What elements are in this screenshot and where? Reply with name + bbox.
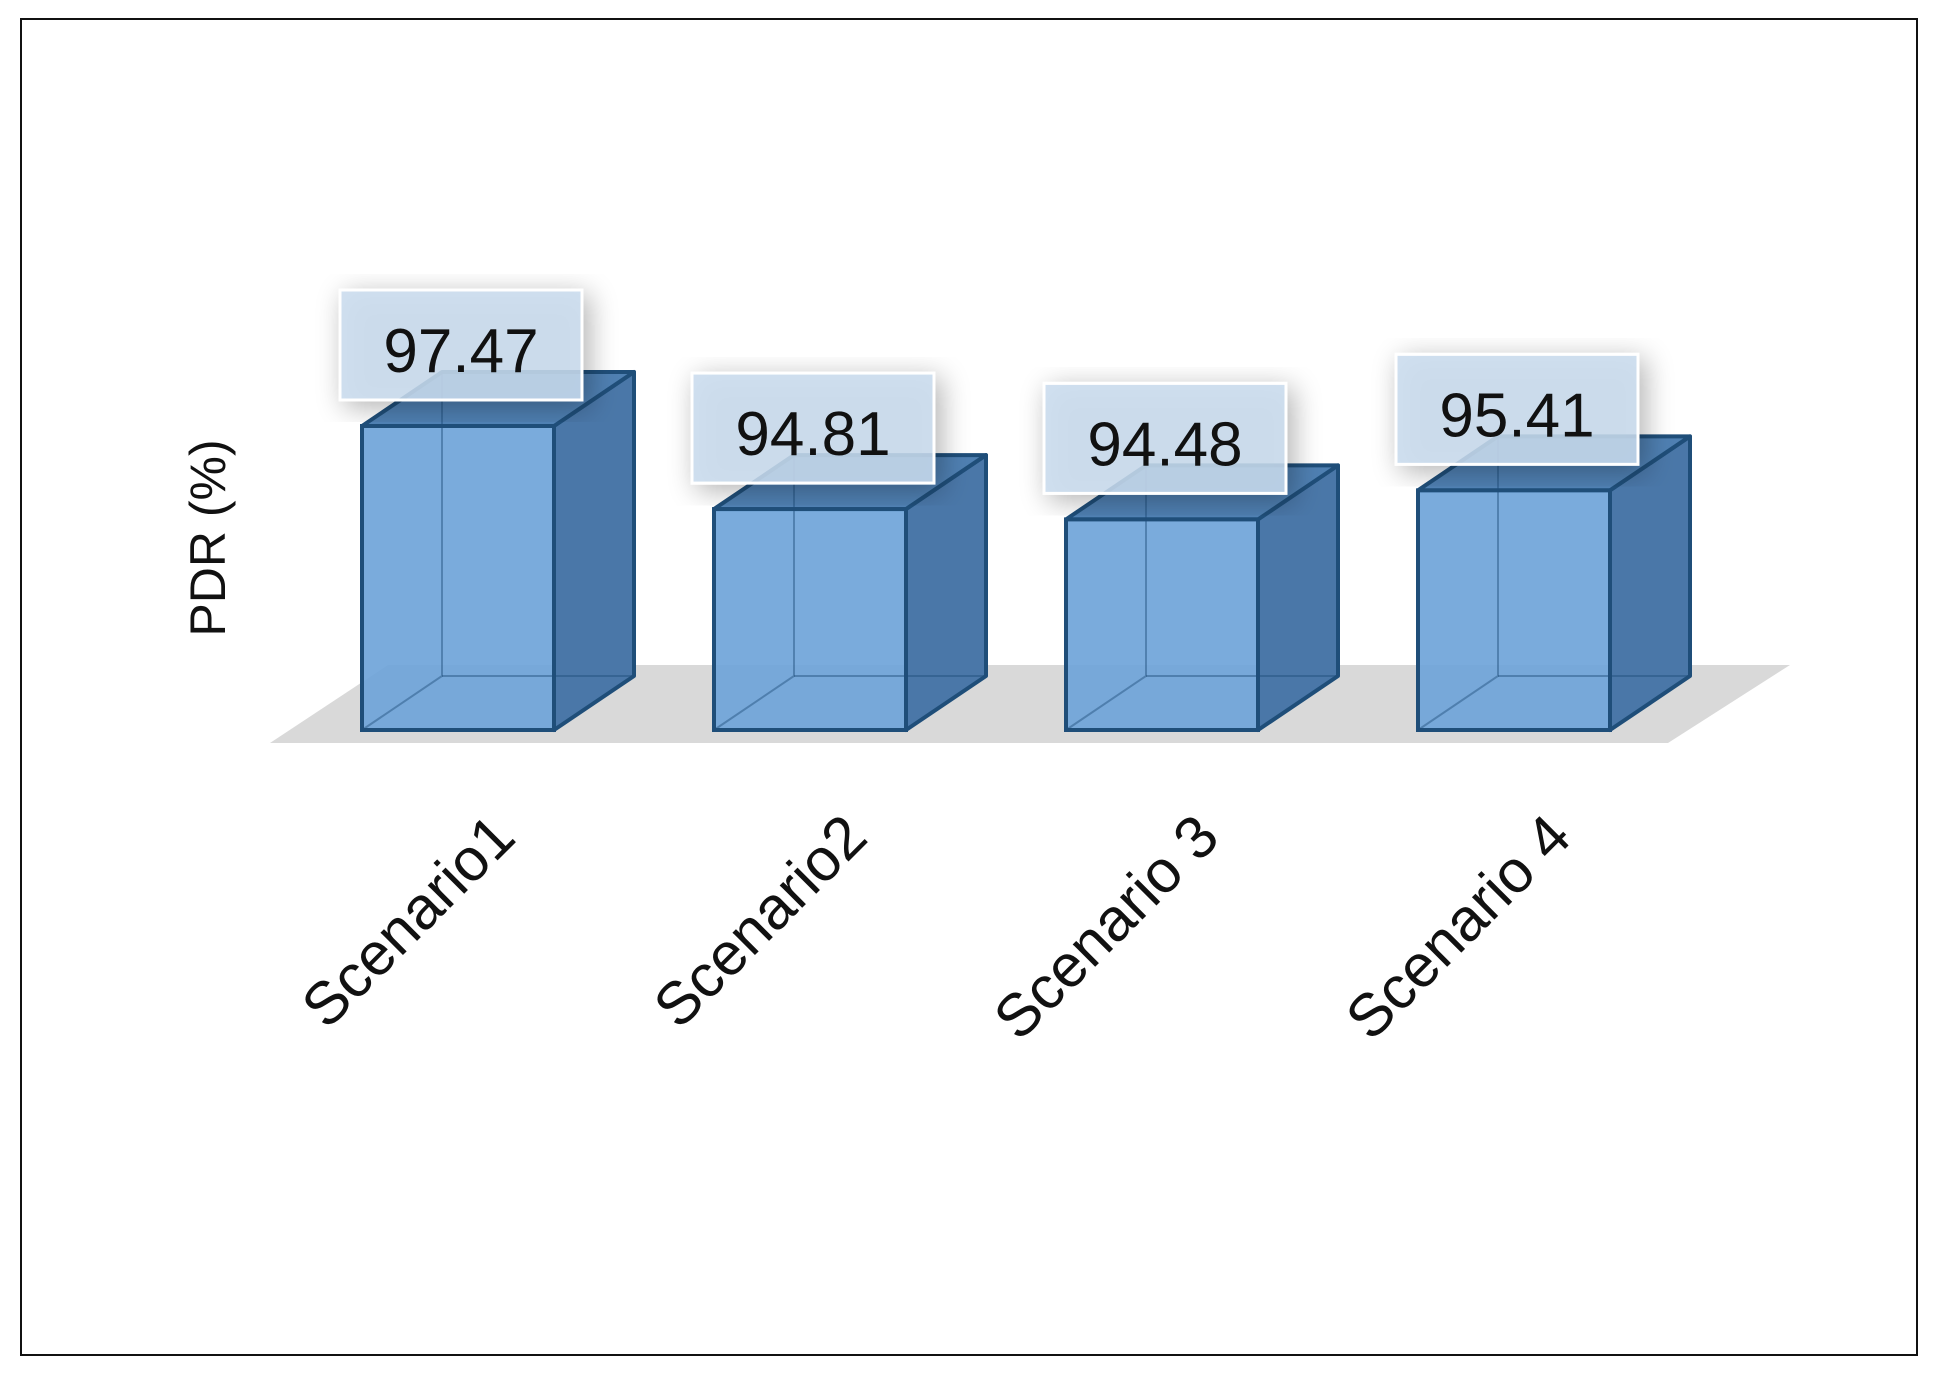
x-tick-label: Scenario1 — [289, 802, 527, 1040]
bar — [1064, 463, 1340, 733]
bar — [712, 453, 988, 732]
data-label-text: 94.48 — [1087, 410, 1242, 479]
data-label-text: 97.47 — [383, 317, 538, 386]
bar — [360, 370, 636, 732]
x-tick-label: Scenario 3 — [981, 802, 1231, 1052]
data-label: 94.48 — [1042, 381, 1288, 495]
data-label: 94.81 — [690, 371, 936, 485]
data-label-text: 94.81 — [735, 400, 890, 469]
bars-layer — [360, 370, 1692, 733]
data-labels-layer: 97.47 94.81 94.48 95.41 — [338, 288, 1640, 495]
data-label: 95.41 — [1394, 352, 1640, 466]
data-label: 97.47 — [338, 288, 584, 402]
x-tick-label: Scenario2 — [641, 802, 879, 1040]
x-tick-labels-layer: Scenario1 Scenario2 Scenario 3 Scenario 4 — [289, 802, 1583, 1052]
y-axis-label: PDR (%) — [180, 439, 236, 636]
bar — [1416, 434, 1692, 732]
x-tick-label: Scenario 4 — [1333, 802, 1583, 1052]
chart-floor — [270, 665, 1790, 743]
data-label-text: 95.41 — [1439, 381, 1594, 450]
